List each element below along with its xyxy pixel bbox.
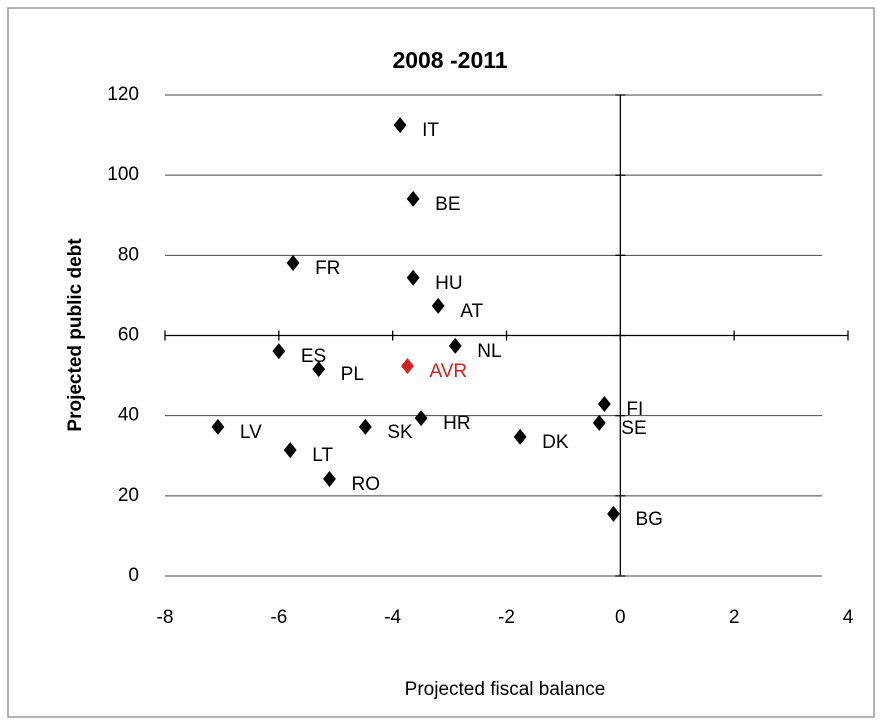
point (393, 117, 407, 134)
point (406, 269, 420, 286)
x-tick-label: 4 (843, 607, 854, 628)
point-label: BG (636, 509, 663, 530)
point-label: RO (351, 474, 380, 495)
point (312, 361, 326, 378)
x-tick-label: -8 (157, 607, 174, 628)
point (401, 357, 414, 374)
point-label: NL (477, 341, 501, 362)
x-axis-label: Projected fiscal balance (405, 679, 606, 700)
point (513, 428, 527, 445)
point (592, 414, 606, 431)
y-axis-label: Projected public debt (65, 238, 86, 432)
point-label: BE (435, 194, 460, 215)
y-tick-label: 0 (128, 565, 139, 586)
point-label: LV (240, 422, 262, 443)
point-label: ES (301, 346, 326, 367)
point-label: SE (621, 418, 646, 439)
point (406, 190, 420, 207)
point (323, 470, 336, 487)
point-label: SK (387, 422, 413, 443)
point-label: LT (312, 445, 333, 466)
y-tick-label: 120 (107, 84, 139, 105)
point (211, 418, 225, 435)
point (286, 254, 300, 271)
point-label: HU (435, 273, 462, 294)
point-label: PL (341, 364, 364, 385)
y-tick-label: 100 (107, 164, 139, 185)
point (414, 410, 428, 427)
x-tick-label: 2 (729, 607, 740, 628)
chart-frame (7, 7, 875, 718)
x-tick-label: 0 (615, 607, 626, 628)
point (431, 297, 445, 314)
point (283, 442, 297, 459)
chart-title: 2008 -2011 (392, 47, 507, 73)
point-label: DK (542, 432, 569, 453)
point-label: AVR (429, 361, 467, 382)
point-label: AT (460, 301, 483, 322)
point-label: FR (315, 258, 340, 279)
point-label: IT (422, 120, 439, 141)
y-tick-label: 20 (118, 485, 139, 506)
y-tick-label: 40 (118, 405, 139, 426)
point (272, 343, 286, 360)
point (358, 418, 372, 435)
y-tick-label: 60 (118, 325, 139, 346)
point-label: FI (626, 399, 643, 420)
x-tick-label: -2 (498, 607, 515, 628)
y-tick-label: 80 (118, 244, 139, 265)
x-tick-label: -6 (270, 607, 287, 628)
point (448, 337, 462, 354)
x-tick-label: -4 (384, 607, 401, 628)
point-label: HR (443, 413, 470, 434)
point (607, 505, 620, 522)
point (597, 396, 611, 413)
